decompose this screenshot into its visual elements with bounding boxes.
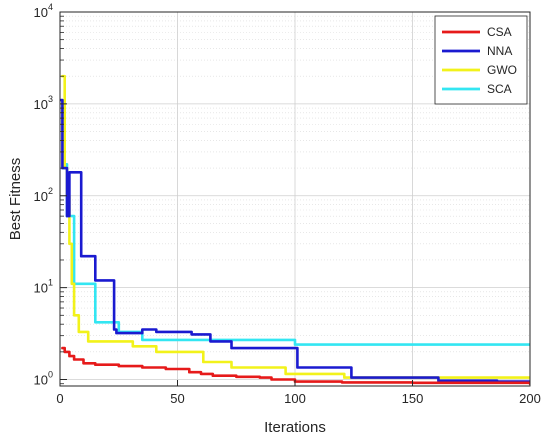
series-line-nna	[60, 98, 530, 383]
y-tick-exponent: 0	[48, 370, 53, 380]
legend-box	[434, 15, 528, 105]
y-tick-label: 100	[34, 370, 53, 388]
y-axis-title: Best Fitness	[7, 158, 24, 241]
y-tick-base: 10	[34, 373, 48, 388]
y-tick-exponent: 3	[48, 94, 53, 104]
y-tick-base: 10	[34, 189, 48, 204]
y-tick-exponent: 2	[48, 186, 53, 196]
legend: CSA NNA GWO SCA	[434, 15, 528, 105]
x-tick-label: 100	[284, 391, 306, 406]
x-tick-label: 150	[402, 391, 424, 406]
y-tick-exponent: 4	[48, 2, 53, 12]
x-tick-label: 200	[519, 391, 541, 406]
legend-label-gwo: GWO	[487, 63, 517, 77]
y-tick-exponent: 1	[48, 278, 53, 288]
y-tick-label: 103	[34, 94, 53, 112]
y-tick-base: 10	[34, 97, 48, 112]
legend-label-nna: NNA	[487, 44, 512, 58]
x-tick-label: 50	[170, 391, 184, 406]
y-tick-base: 10	[34, 5, 48, 20]
legend-label-sca: SCA	[487, 82, 512, 96]
y-tick-label: 104	[34, 2, 53, 20]
y-tick-label: 102	[34, 186, 53, 204]
legend-label-csa: CSA	[487, 25, 512, 39]
x-tick-label: 0	[56, 391, 63, 406]
series-line-gwo	[61, 74, 530, 379]
x-axis-title: Iterations	[264, 419, 326, 436]
y-tick-label: 101	[34, 278, 53, 296]
y-tick-base: 10	[34, 281, 48, 296]
